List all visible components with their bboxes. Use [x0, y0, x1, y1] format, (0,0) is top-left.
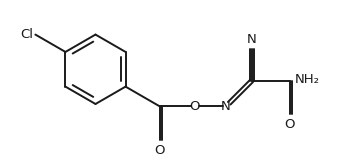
Text: N: N	[221, 100, 231, 113]
Text: O: O	[155, 144, 165, 157]
Text: NH₂: NH₂	[295, 73, 320, 87]
Text: Cl: Cl	[20, 28, 33, 41]
Text: N: N	[247, 33, 256, 46]
Text: O: O	[189, 100, 200, 113]
Text: O: O	[284, 118, 295, 131]
